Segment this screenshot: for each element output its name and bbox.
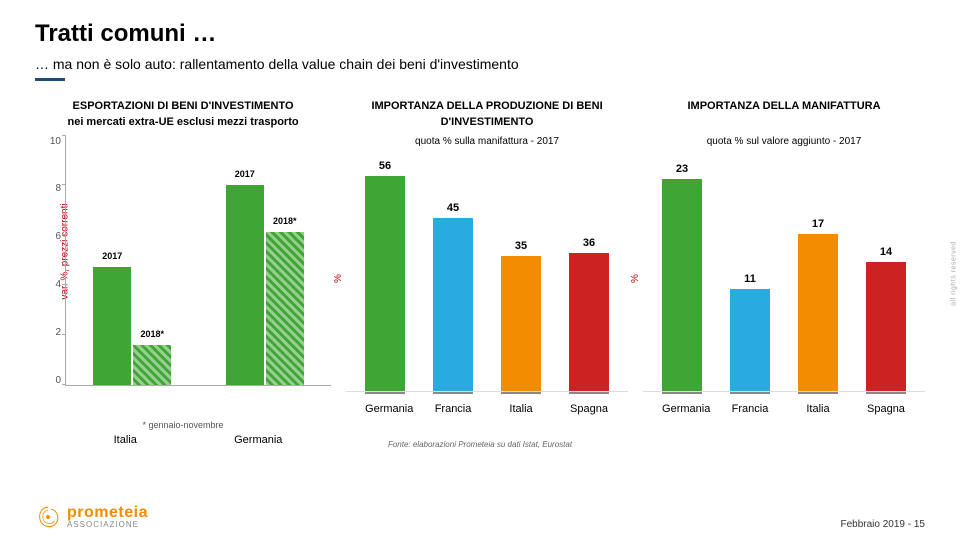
title-divider [35, 78, 65, 81]
chart3-xlabels: Germania Francia Italia Spagna [643, 403, 925, 415]
chart3-note: quota % sul valore aggiunto - 2017 [707, 136, 862, 147]
chart1-bar: 2017 [93, 267, 131, 385]
xlabel: Spagna [866, 403, 906, 415]
chart1-group: 20172018* [226, 185, 304, 385]
bar: 14 [866, 262, 906, 391]
chart1-bar-label: 2017 [102, 251, 122, 261]
chart1-xlabel: Germania [234, 434, 282, 446]
chart3-plot: % 23111714 [643, 155, 925, 391]
bar-value: 36 [583, 237, 595, 249]
bar: 11 [730, 289, 770, 390]
chart1-subtitle: nei mercati extra-UE esclusi mezzi trasp… [67, 115, 298, 129]
logo-text-main: prometeia [67, 505, 148, 521]
bar: 35 [501, 256, 541, 390]
chart2-xlabels: Germania Francia Italia Spagna [346, 403, 628, 415]
bar-value: 14 [880, 246, 892, 258]
xlabel: Francia [730, 403, 770, 415]
chart1-bar-label: 2018* [141, 329, 165, 339]
xlabel: Italia [501, 403, 541, 415]
chart3-ylabel: % [630, 274, 641, 283]
chart-manufacturing: IMPORTANZA DELLA MANIFATTURA quota % sul… [643, 99, 925, 430]
bar-value: 23 [676, 163, 688, 175]
chart1-group: 20172018* [93, 267, 171, 385]
chart1-bar: 2017 [226, 185, 264, 385]
logo-swirl-icon [35, 504, 61, 530]
charts-row: ESPORTAZIONI DI BENI D'INVESTIMENTO nei … [35, 99, 925, 430]
chart2-note: quota % sulla manifattura - 2017 [415, 136, 559, 147]
footer: prometeia ASSOCIAZIONE Febbraio 2019 - 1… [35, 504, 925, 530]
bar-value: 17 [812, 218, 824, 230]
bar-value: 45 [447, 202, 459, 214]
logo-text-sub: ASSOCIAZIONE [67, 521, 148, 529]
chart1-bar: 2018* [133, 345, 171, 385]
chart1-bar: 2018* [266, 232, 304, 385]
xlabel: Germania [662, 403, 702, 415]
chart2-plot: % 56453536 [346, 155, 628, 391]
bar: 45 [433, 218, 473, 391]
chart1-xlabel: Italia [114, 434, 137, 446]
bar: 17 [798, 234, 838, 390]
chart1-footnote: * gennaio-novembre [143, 420, 224, 430]
chart2-subtitle: D'INVESTIMENTO [441, 115, 534, 129]
bar-value: 11 [744, 273, 756, 285]
chart2-area: % 56453536 Germania Francia Italia Spagna [346, 155, 628, 415]
bar: 23 [662, 179, 702, 391]
page-subtitle: … ma non è solo auto: rallentamento dell… [35, 56, 925, 72]
xlabel: Francia [433, 403, 473, 415]
chart3-subtitle [782, 115, 785, 129]
chart1-area: var. %, prezzi correnti 0246810 20172018… [35, 136, 331, 416]
copyright-text: all rights reserved [951, 241, 958, 306]
chart-production: IMPORTANZA DELLA PRODUZIONE DI BENI D'IN… [346, 99, 628, 430]
chart3-area: % 23111714 GermaniaFranciaItaliaSpagna [643, 155, 925, 415]
chart1-bar-label: 2017 [235, 169, 255, 179]
footer-date: Febbraio 2019 - 15 [840, 519, 925, 530]
xlabel: Germania [365, 403, 405, 415]
logo: prometeia ASSOCIAZIONE [35, 504, 148, 530]
chart1-xlabels: Italia Germania [65, 434, 331, 446]
page-title: Tratti comuni … [35, 20, 925, 48]
chart1-title: ESPORTAZIONI DI BENI D'INVESTIMENTO [73, 99, 294, 113]
chart2-ylabel: % [333, 274, 344, 283]
bar: 36 [569, 253, 609, 391]
chart2-title: IMPORTANZA DELLA PRODUZIONE DI BENI [371, 99, 602, 113]
chart1-bar-label: 2018* [273, 216, 297, 226]
bar: 56 [365, 176, 405, 391]
bar-value: 35 [515, 240, 527, 252]
chart3-title: IMPORTANZA DELLA MANIFATTURA [687, 99, 880, 113]
bar-value: 56 [379, 160, 391, 172]
chart-exports: ESPORTAZIONI DI BENI D'INVESTIMENTO nei … [35, 99, 331, 430]
chart1-plot: 20172018*20172018* [65, 136, 331, 386]
xlabel: Italia [798, 403, 838, 415]
xlabel: Spagna [569, 403, 609, 415]
